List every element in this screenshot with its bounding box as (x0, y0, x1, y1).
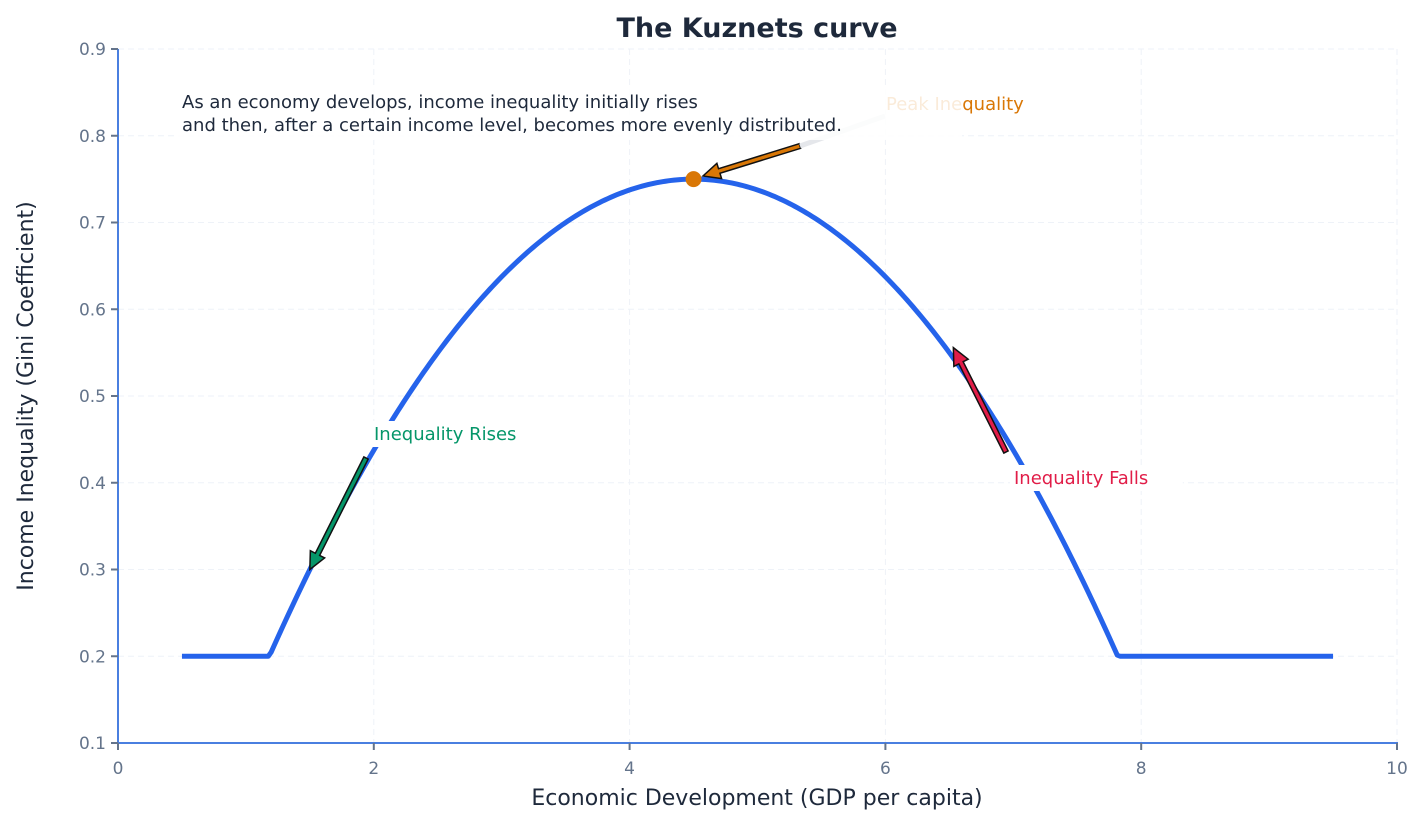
arrow-peak-inequality (701, 142, 802, 180)
y-tick-label: 0.4 (79, 474, 106, 494)
x-tick-label: 2 (368, 759, 379, 779)
y-tick-label: 0.9 (79, 40, 106, 60)
label-inequality-falls: Inequality Falls (1014, 468, 1148, 489)
x-axis-label: Economic Development (GDP per capita) (531, 786, 982, 811)
y-tick-label: 0.5 (79, 387, 106, 407)
x-tick-label: 0 (113, 759, 124, 779)
description-line-1: As an economy develops, income inequalit… (182, 92, 698, 113)
label-inequality-falls-bg (1010, 465, 1183, 491)
kuznets-curve-line (181, 176, 1334, 659)
y-tick-label: 0.2 (79, 647, 106, 667)
chart-title: The Kuznets curve (616, 13, 897, 44)
arrow-inequality-falls (952, 346, 1010, 455)
curve-layer (181, 171, 1334, 659)
x-tick-label: 4 (624, 759, 635, 779)
y-tick-label: 0.6 (79, 300, 106, 320)
label-inequality-rises: Inequality Rises (374, 424, 516, 445)
axis-ticks: 0 2 4 6 8 10 0.1 0.2 0.3 0.4 0.5 0.6 0.7 0.8 0.9 (79, 40, 1408, 779)
description-line-2: and then, after a certain income level, … (182, 115, 842, 136)
y-tick-label: 0.8 (79, 127, 106, 147)
y-axis-label: Income Inequality (Gini Coefficient) (14, 201, 39, 590)
description-box (176, 88, 962, 140)
y-tick-label: 0.3 (79, 561, 106, 581)
x-tick-label: 10 (1386, 759, 1408, 779)
y-tick-label: 0.1 (79, 734, 106, 754)
peak-point-marker (685, 171, 702, 188)
x-tick-label: 6 (880, 759, 891, 779)
x-tick-label: 8 (1136, 759, 1147, 779)
arrow-inequality-rises (309, 455, 370, 572)
y-tick-label: 0.7 (79, 214, 106, 234)
grid-lines (118, 48, 1398, 743)
label-inequality-rises-bg (370, 421, 543, 447)
